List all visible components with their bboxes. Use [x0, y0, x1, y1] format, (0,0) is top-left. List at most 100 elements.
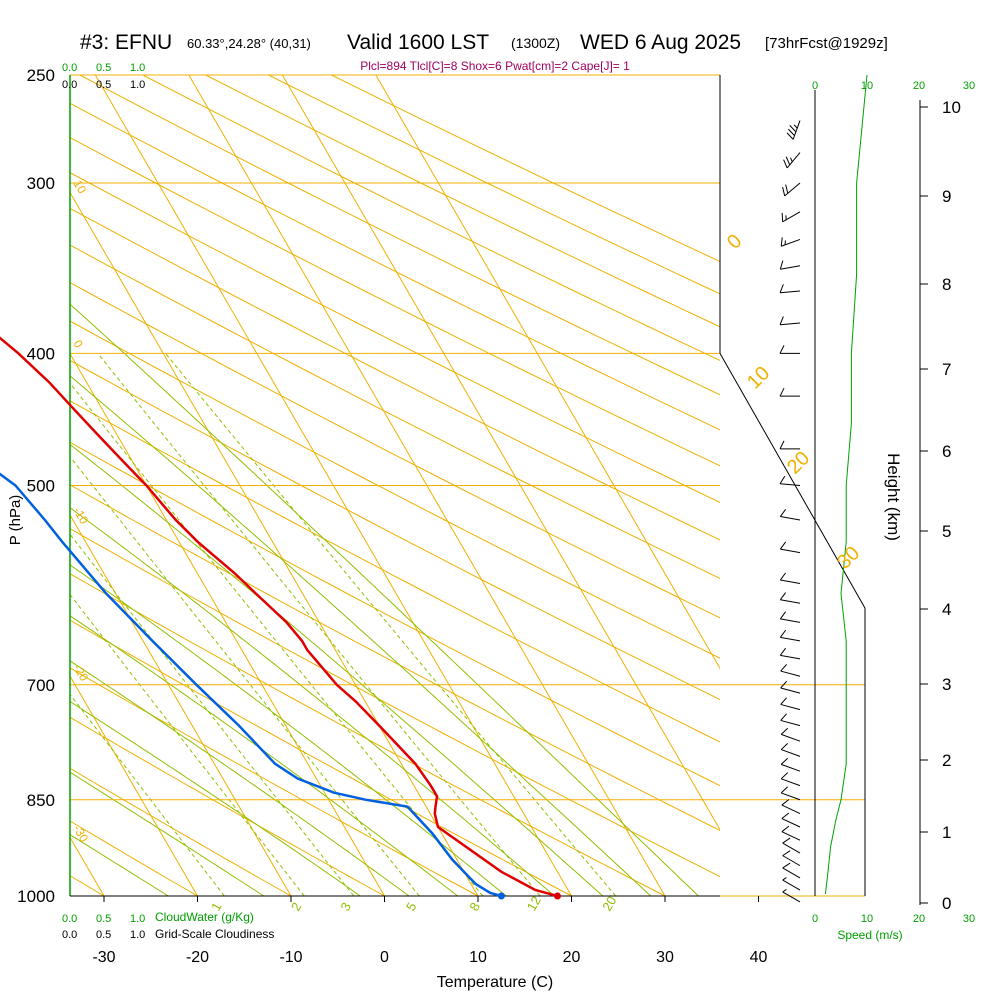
wind-barb — [781, 211, 801, 223]
cloudiness-label: Grid-Scale Cloudiness — [155, 927, 274, 941]
dry-adiabat — [78, 75, 720, 396]
wind-barb — [780, 757, 801, 772]
wind-barbs — [779, 120, 801, 903]
barb-half-feather — [785, 215, 787, 220]
barb-shaft — [781, 733, 801, 742]
cloud-scale-bottom: 1.0 — [130, 929, 145, 941]
barb-feather — [779, 387, 785, 397]
cloud-scale-bottom: 0.5 — [96, 929, 111, 941]
cloud-scale-bottom: 1.0 — [130, 913, 145, 925]
mixing-ratio-line — [70, 455, 420, 896]
mixing-ratio-line — [70, 382, 484, 896]
wind-barb — [779, 572, 801, 585]
station-code: #3: EFNU — [80, 31, 172, 54]
barb-shaft — [792, 120, 801, 140]
wind-barb — [779, 260, 801, 270]
pressure-label: 1000 — [17, 887, 55, 906]
cloud-scale-top: 1.0 — [130, 62, 145, 74]
profiles — [0, 74, 868, 900]
speed-tick-top: 30 — [963, 80, 975, 92]
barb-shaft — [780, 703, 801, 711]
wind-barb — [780, 664, 801, 677]
barb-shaft — [781, 818, 801, 828]
barb-shaft — [780, 670, 801, 677]
dry-adiabat — [70, 619, 573, 896]
mixing-ratio-line — [70, 533, 355, 896]
isotherm-label: 30 — [833, 542, 864, 573]
dry-adiabat — [141, 75, 720, 361]
barb-feather — [780, 680, 787, 689]
dewpoint-profile — [0, 472, 502, 898]
wind-barb — [782, 862, 801, 879]
height-label: 3 — [942, 675, 951, 694]
mixing-ratio-label: 3 — [337, 900, 354, 914]
barb-shaft — [781, 831, 801, 841]
x-tick-label: 30 — [656, 949, 674, 966]
mixing-ratio-label: 2 — [288, 900, 305, 914]
barb-shaft — [780, 599, 801, 604]
barb-shaft — [782, 867, 801, 879]
wind-speed-profile — [824, 74, 868, 895]
barb-feather — [780, 772, 789, 780]
dry-adiabat — [70, 244, 720, 579]
height-axis-title: Height (km) — [884, 453, 903, 541]
cloud-scale-top: 0.0 — [62, 79, 77, 91]
barb-feather — [782, 187, 786, 196]
barb-feather — [779, 572, 787, 581]
barb-feather — [789, 125, 797, 133]
barb-feather — [779, 440, 785, 450]
wind-barb — [781, 799, 801, 814]
isotherm-label: 0 — [70, 338, 86, 351]
barb-feather — [781, 825, 790, 833]
cloud-scale-top: 0.0 — [62, 62, 77, 74]
barb-feather — [780, 713, 787, 721]
height-label: 8 — [942, 275, 951, 294]
height-label: 4 — [942, 600, 951, 619]
barb-feather — [779, 541, 787, 550]
barb-shaft — [780, 654, 801, 660]
wind-barb — [779, 345, 800, 354]
speed-tick-top: 10 — [861, 80, 873, 92]
wind-barb — [779, 592, 801, 604]
wind-barb — [780, 743, 801, 757]
moist-adiabat — [70, 303, 700, 896]
barb-shaft — [780, 290, 801, 294]
barb-feather — [782, 850, 791, 857]
dry-adiabat — [70, 359, 720, 701]
dry-adiabat — [70, 102, 720, 431]
barb-feather — [779, 592, 787, 601]
barb-feather — [779, 475, 786, 485]
barb-feather — [779, 345, 785, 354]
dry-adiabat — [70, 820, 199, 896]
barb-feather — [779, 611, 787, 620]
mixing-ratio-label: 8 — [466, 900, 483, 914]
moist-adiabat — [70, 507, 556, 896]
barb-shaft — [782, 891, 801, 903]
dry-adiabat — [70, 716, 386, 896]
barb-shaft — [780, 687, 801, 694]
y-axis-title: P (hPa) — [7, 495, 24, 546]
mixing-ratio-line — [70, 693, 225, 896]
barb-feather — [786, 132, 794, 140]
cloud-scale-bottom: 0.0 — [62, 913, 77, 925]
wind-barb — [779, 611, 801, 623]
barb-feather — [782, 837, 791, 844]
mixing-ratio-line — [70, 593, 305, 896]
mixing-ratio-label: 12 — [524, 893, 544, 913]
speed-tick-bottom: 30 — [963, 913, 975, 925]
wind-barb — [782, 889, 801, 903]
dry-adiabat — [70, 528, 720, 878]
barb-feather — [779, 260, 784, 270]
barb-shaft — [780, 483, 801, 486]
pressure-label: 500 — [27, 477, 55, 496]
wind-barb — [782, 837, 801, 854]
barb-feather — [782, 862, 791, 869]
dry-adiabat — [70, 484, 720, 832]
moist-adiabat — [70, 660, 410, 896]
wind-barb — [780, 237, 801, 247]
pressure-label: 700 — [27, 676, 55, 695]
wind-barb — [779, 475, 801, 486]
barb-feather — [780, 237, 783, 247]
isotherm — [70, 675, 198, 896]
